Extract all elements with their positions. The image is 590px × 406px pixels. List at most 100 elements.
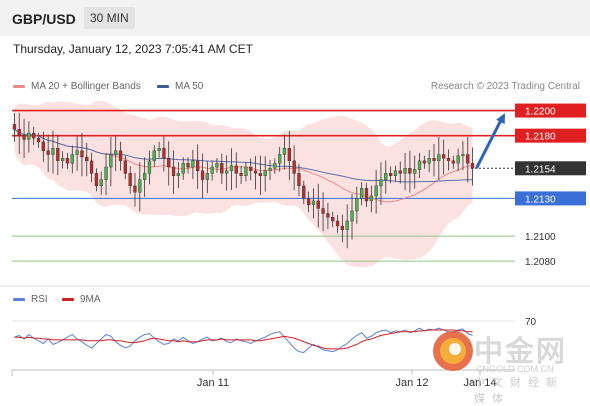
candle-body [379,179,383,187]
candle-body [99,179,103,187]
rsi-ma-line [14,329,473,350]
legend-9ma: 9MA [62,294,101,305]
candle-body [147,160,152,174]
candle-body [22,135,26,140]
candle-body [104,166,108,180]
candle-body [41,141,46,151]
currency-pair: GBP/USD [12,11,76,27]
candle-body [118,150,123,161]
watermark-logo-icon [433,331,473,371]
candle-body [437,154,441,162]
candle-body [258,173,262,177]
candle-body [389,173,393,177]
candle-body [466,154,470,164]
candle-body [94,173,99,187]
chart-datetime: Thursday, January 12, 2023 7:05:41 AM CE… [13,42,253,56]
watermark: 中金网 CNGOLD.COM.CN 中文财经新媒体 [430,326,580,405]
level-tag-1.2180 [515,128,586,143]
candle-body [451,160,455,164]
candle-body [109,154,113,168]
candle-body [369,195,373,202]
candle-body [138,179,142,193]
candle-body [152,150,156,161]
candle-body [456,155,460,164]
candle-body [89,160,94,174]
watermark-slogan: 中文财经新媒体 [474,376,564,405]
candle-body [46,150,50,155]
forecast-arrow-line [475,116,504,169]
candle-body [427,157,431,164]
candle-body [128,173,132,187]
candle-body [215,163,219,168]
candle-body [398,170,402,174]
legend-ma20: MA 20 + Bollinger Bands [13,81,141,92]
legend-ma20-label: MA 20 + Bollinger Bands [31,81,141,92]
candle-body [287,147,291,161]
candle-body [205,173,209,180]
candle-body [113,150,118,155]
candle-body [282,147,287,155]
candle-body [229,165,234,172]
candle-body [345,220,349,231]
legend-rsi: RSI [13,294,48,305]
candle-body [162,147,166,159]
candle-body [384,173,388,180]
candle-body [393,170,398,177]
legend-ma50-label: MA 50 [175,81,204,92]
candle-body [422,160,426,164]
candle-body [442,154,446,159]
level-label-1.2180: 1.2180 [525,132,556,143]
ma50-swatch [157,85,169,88]
candle-body [171,166,176,177]
watermark-title: 中金网 [474,334,568,368]
bollinger-band-area [14,100,473,267]
last-price-label: 1.2154 [525,164,556,175]
candle-body [470,163,475,169]
watermark-domain: CNGOLD.COM.CN [476,364,554,374]
level-label-1.2100: 1.2100 [525,232,556,243]
candle-body [70,154,74,164]
candle-body [176,173,180,177]
candle-body [311,200,316,205]
candle-body [200,170,205,180]
ma50-line [14,128,473,183]
candle-body [417,160,422,170]
level-tag-1.2200 [515,103,586,118]
time-tick-label: Jan 12 [395,377,428,389]
bollinger-bands [14,100,473,267]
candle-body [360,188,364,199]
credit-text: Research © 2023 Trading Central [430,81,580,92]
time-axis: Jan 11 Jan 12 Jan 14 [11,369,515,389]
candle-body [191,160,195,168]
candle-body [297,173,301,187]
candle-body [56,147,60,161]
candle-body [210,166,214,174]
candle-body [331,216,335,222]
candle-body [364,188,369,202]
legend-ma50: MA 50 [157,81,203,92]
candle-body [253,170,258,174]
candle-body [195,160,200,172]
candle-body [80,150,84,158]
level-labels: 1.2200 1.2180 1.2130 1.2100 1.2080 1.2154 [515,103,586,268]
candle-body [321,208,325,214]
candle-body [157,147,161,151]
time-tick-label: Jan 11 [197,377,229,389]
candle-body [413,169,417,174]
rsi-line [14,327,473,354]
candle-body [239,173,243,177]
forecast-arrow-head [496,113,505,125]
candle-body [65,157,70,164]
candle-body [408,168,412,174]
timeframe-button[interactable]: 30 MIN [84,7,135,29]
candle-body [374,185,378,197]
rsi-swatch [13,298,25,301]
legend-9ma-label: 9MA [80,294,101,305]
candles [12,112,475,249]
candle-body [186,163,190,168]
candle-body [17,129,21,136]
candle-body [340,225,344,230]
candle-body [307,198,311,205]
legend-rsi-label: RSI [31,294,48,305]
